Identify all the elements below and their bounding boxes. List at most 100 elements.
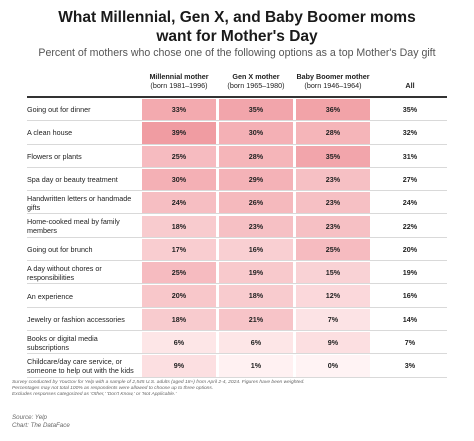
heatmap-cell: 18% — [219, 285, 293, 307]
all-cell: 14% — [402, 314, 418, 324]
heatmap-cell: 7% — [296, 308, 370, 330]
heatmap-cell: 0% — [296, 355, 370, 377]
row-label: A clean house — [27, 128, 72, 137]
row-label-line: Going out for brunch — [27, 244, 93, 254]
heatmap-cell: 9% — [142, 355, 216, 377]
footnotes: Survey conducted by YouGov for Yelp with… — [12, 380, 462, 399]
table-row: Jewelry or fashion accessories 18% 21% 7% 14… — [27, 308, 447, 331]
heatmap-cell: 23% — [296, 215, 370, 237]
heatmap-cell: 25% — [142, 145, 216, 167]
heatmap-cell: 29% — [219, 168, 293, 191]
row-label-line: Going out for dinner — [27, 105, 91, 115]
heatmap-cell: 28% — [219, 145, 293, 167]
all-cell: 3% — [404, 361, 416, 371]
column-header-sub: (born 1946–1964) — [304, 81, 362, 90]
heatmap-cell: 24% — [142, 192, 216, 214]
heatmap-cell: 9% — [296, 332, 370, 354]
heatmap-cell: 17% — [142, 238, 216, 261]
row-label-line: Home-cooked meal by family — [27, 217, 120, 227]
heatmap-cell: 21% — [219, 308, 293, 330]
row-label-line: Handwritten letters or handmade — [27, 193, 132, 203]
header-divider — [27, 96, 447, 98]
row-label: Jewelry or fashion accessories — [27, 315, 125, 324]
table-row: Going out for dinner 33% 35% 36% 35% — [27, 98, 447, 122]
row-divider — [27, 236, 447, 238]
heatmap-cell: 23% — [296, 168, 370, 191]
heatmap-cell: 15% — [296, 262, 370, 284]
column-header-name: Baby Boomer mother — [296, 72, 370, 81]
row-label: Going out for brunch — [27, 245, 93, 254]
row-label: Spa day or beauty treatment — [27, 175, 118, 184]
heatmap-cell: 35% — [296, 145, 370, 167]
row-label-line: members — [27, 226, 57, 236]
all-cell: 19% — [402, 268, 418, 278]
table-row: Childcare/day care service, or someone to… — [27, 354, 447, 378]
column-header-sub: (born 1981–1996) — [150, 81, 208, 90]
heatmap-cell: 18% — [142, 308, 216, 330]
table-row: Handwritten letters or handmade gifts 24% 2… — [27, 191, 447, 215]
row-label: Home-cooked meal by family members — [27, 217, 120, 235]
heatmap-cell: 35% — [219, 99, 293, 121]
column-header-name: Millennial mother — [149, 72, 209, 81]
row-divider — [27, 213, 447, 215]
all-cell: 35% — [402, 105, 418, 114]
table-row: An experience 20% 18% 12% 16% — [27, 284, 447, 308]
row-divider — [27, 306, 447, 308]
all-cell: 24% — [402, 198, 418, 208]
row-divider — [27, 120, 447, 122]
heatmap-cell: 26% — [219, 192, 293, 214]
heatmap-cell: 1% — [219, 355, 293, 377]
column-header-name: Gen X mother — [232, 72, 280, 81]
all-cell: 7% — [404, 338, 416, 347]
row-label-line: A day without chores or — [27, 263, 102, 273]
footnote: Survey conducted by YouGov for Yelp with… — [12, 380, 305, 385]
row-divider — [27, 353, 447, 355]
row-label: A day without chores or responsibilities — [27, 264, 102, 282]
row-divider — [27, 143, 447, 145]
heatmap-cell: 25% — [296, 238, 370, 261]
column-header-boomer: Baby Boomer mother (born 1946–1964) — [296, 72, 370, 90]
all-cell: 31% — [402, 151, 418, 161]
credit-text: Chart: The DataFace — [12, 422, 70, 429]
row-label-line: gifts — [27, 202, 41, 212]
chart-subtitle: Percent of mothers who chose one of the … — [38, 47, 436, 59]
chart-title: What Millennial, Gen X, and Baby Boomer … — [0, 8, 474, 46]
heatmap-cell: 6% — [219, 332, 293, 354]
row-label: Going out for dinner — [27, 105, 91, 114]
all-cell: 27% — [402, 174, 418, 184]
heatmap-cell: 33% — [142, 99, 216, 121]
table-row: Spa day or beauty treatment 30% 29% 23% 27% — [27, 168, 447, 192]
all-cell: 20% — [402, 244, 418, 254]
source-block: Source: Yelp Chart: The DataFace — [12, 414, 70, 430]
table-row: Going out for brunch 17% 16% 25% 20% — [27, 238, 447, 262]
table-row: Home-cooked meal by family members 18% 23% 2… — [27, 215, 447, 238]
row-divider — [27, 376, 447, 378]
heatmap-cell: 16% — [219, 238, 293, 261]
all-cell: 32% — [402, 128, 418, 138]
row-label-line: Flowers or plants — [27, 151, 82, 161]
column-header-sub: (born 1965–1980) — [227, 81, 285, 90]
row-label-line: Jewelry or fashion accessories — [27, 314, 125, 324]
row-label: Flowers or plants — [27, 152, 82, 161]
footnote: Percentages may not total 100% as respon… — [12, 386, 214, 392]
row-label: Childcare/day care service, or someone to… — [27, 357, 134, 375]
row-label-line: someone to help out with the kids — [27, 365, 134, 375]
title-line-2: want for Mother's Day — [156, 28, 318, 45]
table-row: A day without chores or responsibilities 2… — [27, 261, 447, 285]
row-divider — [27, 329, 447, 331]
heatmap-cell: 19% — [219, 262, 293, 284]
column-header-all: All — [373, 81, 447, 90]
heatmap-cell: 23% — [219, 215, 293, 237]
row-label-line: Books or digital media — [27, 333, 98, 343]
heatmap-cell: 39% — [142, 122, 216, 144]
row-label-line: Spa day or beauty treatment — [27, 175, 118, 185]
row-label-line: subscriptions — [27, 342, 69, 352]
source-text: Source: Yelp — [12, 414, 47, 421]
heatmap-cell: 18% — [142, 215, 216, 237]
heatmap-cell: 6% — [142, 332, 216, 354]
row-label-line: A clean house — [27, 128, 73, 138]
heatmap-cell: 30% — [142, 168, 216, 191]
row-divider — [27, 166, 447, 168]
row-label: Books or digital media subscriptions — [27, 334, 98, 352]
row-label-line: responsibilities — [27, 272, 75, 282]
